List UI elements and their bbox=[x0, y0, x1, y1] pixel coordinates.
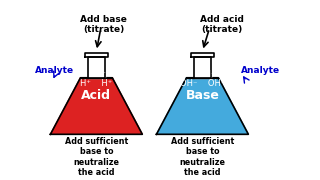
Polygon shape bbox=[191, 53, 214, 57]
Text: Add acid
(titrate): Add acid (titrate) bbox=[200, 15, 244, 34]
Text: Add base
(titrate): Add base (titrate) bbox=[80, 15, 127, 34]
Text: OH⁻: OH⁻ bbox=[198, 70, 215, 79]
Polygon shape bbox=[194, 57, 211, 78]
Text: H⁺    H⁺: H⁺ H⁺ bbox=[80, 78, 113, 87]
Text: OH⁻    OH⁻: OH⁻ OH⁻ bbox=[180, 78, 225, 87]
Polygon shape bbox=[85, 53, 108, 57]
Text: H⁺: H⁺ bbox=[95, 70, 106, 79]
Polygon shape bbox=[156, 78, 248, 134]
Text: Add sufficient
base to
neutralize
the acid: Add sufficient base to neutralize the ac… bbox=[65, 137, 128, 177]
Text: Add sufficient
base to
neutralize
the acid: Add sufficient base to neutralize the ac… bbox=[171, 137, 234, 177]
Text: Base: Base bbox=[186, 89, 219, 102]
Polygon shape bbox=[51, 78, 142, 134]
Text: Analyte: Analyte bbox=[35, 66, 74, 75]
Text: Acid: Acid bbox=[81, 89, 111, 102]
Polygon shape bbox=[88, 57, 105, 78]
Text: Analyte: Analyte bbox=[241, 66, 280, 75]
